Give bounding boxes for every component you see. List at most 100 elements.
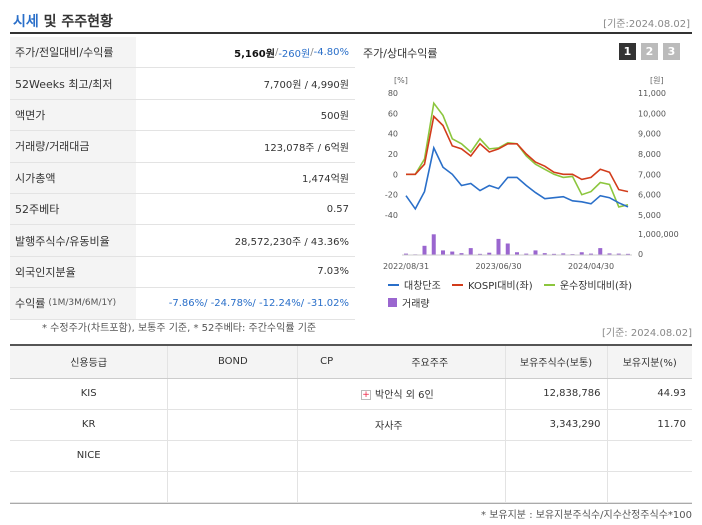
table-row bbox=[355, 471, 692, 503]
row-price: 주가/전일대비/수익률 5,160원 / -260원 / -4.80% bbox=[10, 37, 355, 69]
volume-bar bbox=[487, 252, 492, 255]
holder-name: 자사주 bbox=[375, 421, 403, 432]
section-title: 시세 및 주주현황 bbox=[13, 11, 113, 31]
volume-bar bbox=[579, 252, 584, 255]
holder-name[interactable]: 박안식 외 6인 bbox=[375, 390, 434, 401]
series-line bbox=[406, 101, 629, 208]
volume-bar bbox=[542, 253, 547, 255]
legend-item-stock: 대창단조 bbox=[388, 277, 441, 292]
row-value: 5,160원 / -260원 / -4.80% bbox=[136, 37, 355, 67]
y-left-tick: -20 bbox=[385, 191, 398, 200]
volume-bar bbox=[441, 250, 445, 255]
holder-name-cell: 자사주 bbox=[355, 409, 505, 441]
agency-cell bbox=[10, 471, 168, 503]
y-right-tick: 8,000 bbox=[638, 150, 661, 159]
row-label: 액면가 bbox=[10, 99, 136, 131]
volume-bar bbox=[616, 253, 621, 255]
legend-label: 대창단조 bbox=[404, 281, 441, 292]
returns-label-sub: (1M/3M/6M/1Y) bbox=[48, 298, 117, 309]
base-date-2: [기준: 2024.08.02] bbox=[601, 328, 692, 339]
col-header-rating: 신용등급 bbox=[10, 346, 168, 379]
row-shares: 발행주식수/유동비율 28,572,230주 / 43.36% bbox=[10, 225, 355, 257]
cp-cell bbox=[297, 378, 355, 410]
row-par-value: 액면가 500원 bbox=[10, 99, 355, 132]
expand-plus-icon[interactable]: + bbox=[361, 390, 371, 400]
y-left-tick: 80 bbox=[388, 89, 398, 98]
volume-bar bbox=[431, 234, 436, 255]
agency-cell: KIS bbox=[10, 378, 168, 410]
volume-bar bbox=[459, 253, 464, 255]
row-label: 수익률 (1M/3M/6M/1Y) bbox=[10, 288, 136, 319]
y-right-tick: 7,000 bbox=[638, 170, 661, 179]
stock-chart: [%] [원] 80 60 40 20 0 -20 -40 11,000 10,000 9,000 8,… bbox=[383, 76, 679, 271]
y-left-tick: -40 bbox=[385, 211, 398, 220]
y-right-tick: 11,000 bbox=[638, 89, 666, 98]
chart-page-1-button[interactable]: 1 bbox=[619, 43, 636, 60]
row-value: 1,474억원 bbox=[301, 174, 349, 186]
row-value: 123,078주 / 6억원 bbox=[263, 142, 349, 154]
row-market-cap: 시가총액 1,474억원 bbox=[10, 162, 355, 194]
cp-cell bbox=[297, 409, 355, 441]
y-right-tick: 9,000 bbox=[638, 130, 661, 139]
y-right-tick: 5,000 bbox=[638, 211, 661, 220]
shares-cell: 3,343,290 bbox=[504, 409, 607, 441]
row-value: 28,572,230주 / 43.36% bbox=[234, 237, 349, 249]
volume-bar bbox=[607, 253, 612, 255]
bond-cell bbox=[167, 471, 298, 503]
volume-bar bbox=[589, 253, 593, 255]
title-highlight: 시세 bbox=[13, 14, 39, 30]
volume-bar bbox=[404, 253, 408, 255]
base-date: [기준:2024.08.02] bbox=[603, 19, 690, 30]
change-value: -260원 bbox=[278, 48, 311, 60]
row-value: 0.57 bbox=[326, 203, 349, 215]
row-label: 시가총액 bbox=[10, 162, 136, 193]
chart-title: 주가/상대수익률 bbox=[363, 47, 438, 60]
pct-cell: 11.70 bbox=[606, 409, 692, 441]
legend-item-sector: 운수장비대비(좌) bbox=[543, 277, 633, 292]
volume-bar bbox=[468, 248, 473, 255]
section-header: 시세 및 주주현황 [기준:2024.08.02] bbox=[10, 10, 692, 34]
volume-bar bbox=[505, 243, 510, 255]
legend-item-kospi: KOSPI대비(좌) bbox=[452, 277, 533, 292]
row-foreign: 외국인지분율 7.03% bbox=[10, 256, 355, 289]
table-row bbox=[10, 471, 355, 503]
col-header-shares: 보유주식수(보통) bbox=[504, 346, 607, 379]
volume-bar bbox=[598, 248, 603, 255]
col-header-cp: CP bbox=[297, 346, 355, 379]
row-beta: 52주베타 0.57 bbox=[10, 193, 355, 226]
y-right-tick: 10,000 bbox=[638, 109, 666, 118]
chart-page-3-button[interactable]: 3 bbox=[663, 43, 680, 60]
volume-bar bbox=[626, 253, 630, 255]
row-value: 7,700원 / 4,990원 bbox=[263, 80, 349, 92]
volume-bar bbox=[496, 238, 501, 255]
row-value: -7.86%/ -24.78%/ -12.24%/ -31.02% bbox=[168, 297, 349, 309]
title-rest: 및 주주현황 bbox=[38, 14, 113, 30]
agency-cell: NICE bbox=[10, 440, 168, 472]
chart-legend: 대창단조 KOSPI대비(좌) 운수장비대비(좌) 거래량 bbox=[388, 277, 688, 313]
table-row: NICE bbox=[10, 440, 355, 472]
table-row bbox=[355, 440, 692, 472]
chart-page-2-button[interactable]: 2 bbox=[641, 43, 658, 60]
cp-cell bbox=[297, 440, 355, 472]
pct-cell: 44.93 bbox=[606, 378, 692, 410]
row-label: 거래량/거래대금 bbox=[10, 131, 136, 162]
table-row: 자사주 3,343,290 11.70 bbox=[355, 409, 692, 441]
y-right-unit: [원] bbox=[650, 76, 664, 85]
row-label: 발행주식수/유동비율 bbox=[10, 225, 136, 256]
shareholders-table: 주요주주 보유주식수(보통) 보유지분(%) + 박안식 외 6인 12,838,… bbox=[355, 344, 692, 504]
volume-tick: 0 bbox=[638, 250, 643, 259]
col-header-pct: 보유지분(%) bbox=[606, 346, 692, 379]
holders-footnote: * 보유지분 : 보유지분주식수/지수산정주식수*100 bbox=[481, 510, 692, 521]
legend-label: 거래량 bbox=[402, 299, 430, 310]
row-52weeks: 52Weeks 최고/최저 7,700원 / 4,990원 bbox=[10, 68, 355, 100]
shares-cell: 12,838,786 bbox=[504, 378, 607, 410]
legend-label: 운수장비대비(좌) bbox=[559, 281, 633, 292]
volume-bar bbox=[515, 252, 519, 255]
market-info-table: 주가/전일대비/수익률 5,160원 / -260원 / -4.80% 52We… bbox=[10, 37, 355, 320]
cp-cell bbox=[297, 471, 355, 503]
separator: / bbox=[310, 46, 314, 58]
volume-bar bbox=[422, 245, 427, 255]
agency-cell: KR bbox=[10, 409, 168, 441]
volume-bar bbox=[524, 253, 529, 255]
x-tick-label: 2024/04/30 bbox=[568, 262, 614, 271]
